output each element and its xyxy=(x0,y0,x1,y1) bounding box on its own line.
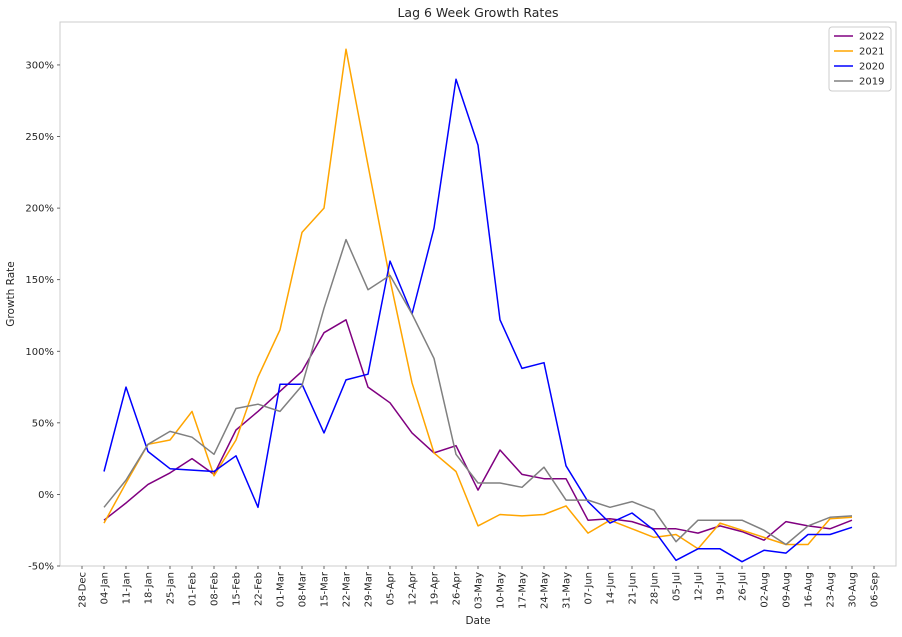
x-axis-title: Date xyxy=(465,615,490,627)
x-tick-label: 03-May xyxy=(474,572,485,609)
x-tick-label: 12-Apr xyxy=(408,571,419,605)
x-tick-label: 04-Jan xyxy=(100,572,111,604)
series-line-2022 xyxy=(103,319,853,541)
x-tick-label: 15-Mar xyxy=(320,571,331,607)
series-line-2021 xyxy=(103,48,853,550)
x-tick-label: 19-Jul xyxy=(716,572,727,601)
series-line-2019 xyxy=(103,238,853,546)
y-tick-label: 50% xyxy=(32,418,54,429)
x-tick-label: 02-Aug xyxy=(760,572,771,608)
legend-label: 2019 xyxy=(859,77,884,88)
y-axis-title: Growth Rate xyxy=(5,261,17,326)
x-tick-label: 05-Jul xyxy=(672,572,683,601)
x-tick-label: 12-Jul xyxy=(694,572,705,601)
legend-label: 2020 xyxy=(859,62,884,73)
x-tick-label: 15-Feb xyxy=(232,572,243,606)
x-tick-label: 24-May xyxy=(540,572,551,609)
x-tick-label: 14-Jun xyxy=(606,572,617,605)
x-tick-label: 26-Jul xyxy=(738,572,749,601)
x-tick-label: 23-Aug xyxy=(826,572,837,608)
x-tick-label: 19-Apr xyxy=(430,571,441,605)
x-tick-label: 22-Mar xyxy=(342,571,353,607)
x-tick-label: 06-Sep xyxy=(870,572,881,607)
x-tick-label: 09-Aug xyxy=(782,572,793,608)
x-tick-label: 26-Apr xyxy=(452,571,463,605)
x-tick-label: 22-Feb xyxy=(254,572,265,606)
y-tick-label: 150% xyxy=(25,275,54,286)
x-tick-label: 21-Jun xyxy=(628,572,639,605)
x-tick-label: 10-May xyxy=(496,572,507,609)
series-line-2020 xyxy=(103,78,853,563)
x-axis-ticks: 28-Dec 04-Jan 11-Jan 18-Jan 25-Jan 01-Feb 08-F… xyxy=(78,566,881,609)
x-tick-label: 16-Aug xyxy=(804,572,815,608)
y-axis-ticks: -50% 0% 50% 100% 150% 200% 250% 300% xyxy=(25,60,60,573)
x-tick-label: 08-Mar xyxy=(298,571,309,607)
plot-area xyxy=(59,21,897,567)
legend-box xyxy=(828,26,892,92)
x-tick-label: 18-Jan xyxy=(144,572,155,604)
x-tick-label: 30-Aug xyxy=(848,572,859,608)
y-tick-label: 300% xyxy=(25,60,54,71)
legend-label: 2021 xyxy=(859,47,884,58)
x-tick-label: 29-Mar xyxy=(364,571,375,607)
x-tick-label: 17-May xyxy=(518,572,529,609)
x-tick-label: 08-Feb xyxy=(210,572,221,606)
legend-label: 2022 xyxy=(859,32,884,43)
y-tick-label: 200% xyxy=(25,204,54,215)
series-layer xyxy=(103,48,853,563)
x-tick-label: 01-Mar xyxy=(276,571,287,607)
y-tick-label: 0% xyxy=(38,490,54,501)
x-tick-label: 25-Jan xyxy=(166,572,177,604)
x-tick-label: 28-Dec xyxy=(78,572,89,608)
y-tick-label: -50% xyxy=(28,562,54,573)
y-tick-label: 100% xyxy=(25,347,54,358)
y-tick-label: 250% xyxy=(25,132,54,143)
x-tick-label: 11-Jan xyxy=(122,572,133,604)
x-tick-label: 31-May xyxy=(562,572,573,609)
x-tick-label: 05-Apr xyxy=(386,571,397,605)
x-tick-label: 07-Jun xyxy=(584,572,595,605)
x-tick-label: 01-Feb xyxy=(188,572,199,606)
legend: 2022 2021 2020 2019 xyxy=(828,26,892,92)
x-tick-label: 28-Jun xyxy=(650,572,661,605)
chart-title: Lag 6 Week Growth Rates xyxy=(397,5,558,20)
